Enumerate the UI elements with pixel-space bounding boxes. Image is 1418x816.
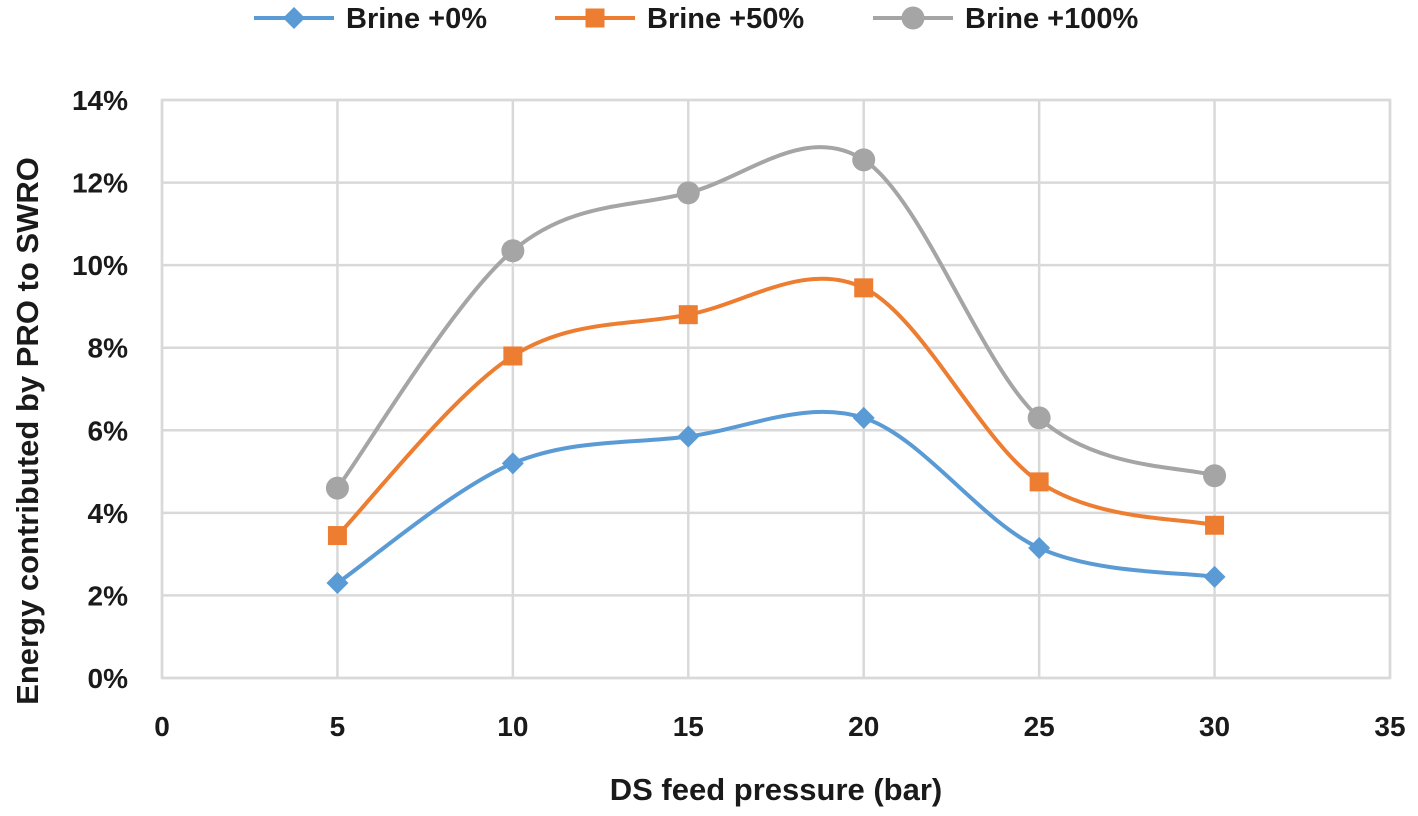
x-tick-label: 10 bbox=[497, 711, 528, 742]
series-line bbox=[335, 145, 1217, 491]
series-0 bbox=[326, 406, 1226, 595]
y-tick-label: 0% bbox=[88, 663, 129, 694]
data-point bbox=[503, 346, 523, 366]
y-tick-label: 12% bbox=[72, 168, 128, 199]
data-point bbox=[501, 239, 525, 263]
series-1 bbox=[327, 276, 1225, 546]
data-point bbox=[852, 148, 876, 172]
data-point bbox=[1203, 565, 1226, 588]
data-point bbox=[1029, 472, 1049, 492]
data-point bbox=[1027, 406, 1051, 430]
series-layer bbox=[325, 145, 1227, 595]
data-point bbox=[327, 526, 347, 546]
y-tick-label: 10% bbox=[72, 250, 128, 281]
x-tick-label: 5 bbox=[330, 711, 346, 742]
series-2 bbox=[325, 145, 1227, 500]
x-axis-tick-labels: 0 5 10 15 20 25 30 35 bbox=[154, 711, 1405, 742]
legend-label: Brine +50% bbox=[647, 3, 804, 35]
gridlines bbox=[160, 98, 1392, 680]
legend-marker bbox=[585, 8, 605, 28]
data-point bbox=[1028, 536, 1051, 559]
plot-area bbox=[160, 98, 1392, 680]
y-tick-label: 4% bbox=[88, 498, 129, 529]
legend-item: Brine +50% bbox=[555, 3, 804, 35]
legend-marker bbox=[901, 6, 925, 30]
data-point bbox=[1205, 515, 1225, 535]
data-point bbox=[852, 406, 875, 429]
x-tick-label: 25 bbox=[1024, 711, 1055, 742]
x-tick-label: 15 bbox=[673, 711, 704, 742]
data-point bbox=[678, 305, 698, 325]
legend-item: Brine +100% bbox=[873, 3, 1139, 35]
data-point bbox=[326, 572, 349, 595]
data-point bbox=[1203, 464, 1227, 488]
data-point bbox=[501, 452, 524, 475]
legend: Brine +0% Brine +50% Brine +100% bbox=[254, 3, 1139, 35]
series-line bbox=[335, 409, 1217, 586]
legend-label: Brine +100% bbox=[965, 3, 1139, 35]
y-tick-label: 2% bbox=[88, 580, 129, 611]
legend-marker bbox=[283, 7, 305, 29]
y-tick-label: 14% bbox=[72, 85, 128, 116]
y-tick-label: 6% bbox=[88, 415, 129, 446]
y-axis-title: Energy contributed by PRO to SWRO bbox=[10, 157, 45, 705]
data-point bbox=[854, 278, 874, 298]
data-point bbox=[676, 181, 700, 205]
data-point bbox=[325, 476, 349, 500]
y-axis-tick-labels: 0% 2% 4% 6% 8% 10% 12% 14% bbox=[72, 85, 128, 694]
legend-label: Brine +0% bbox=[346, 3, 487, 35]
series-line bbox=[335, 276, 1217, 538]
legend-item: Brine +0% bbox=[254, 3, 487, 35]
x-tick-label: 30 bbox=[1199, 711, 1230, 742]
x-tick-label: 35 bbox=[1374, 711, 1405, 742]
x-tick-label: 0 bbox=[154, 711, 170, 742]
x-axis-title: DS feed pressure (bar) bbox=[610, 772, 943, 807]
x-tick-label: 20 bbox=[848, 711, 879, 742]
data-point bbox=[677, 425, 700, 448]
y-tick-label: 8% bbox=[88, 333, 129, 364]
